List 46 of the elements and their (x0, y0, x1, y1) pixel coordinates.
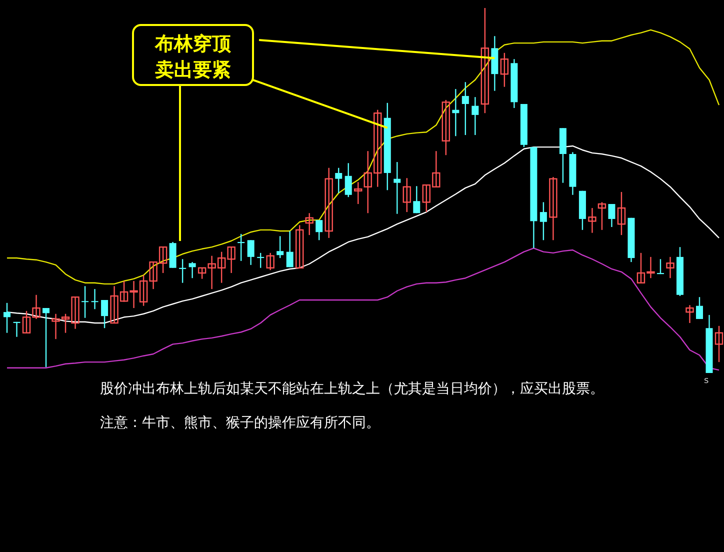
candlestick (324, 167, 333, 239)
candlestick (13, 321, 20, 338)
candlestick (42, 307, 50, 368)
candlestick (296, 224, 304, 268)
candlestick (413, 186, 420, 214)
candlestick (608, 203, 616, 228)
candlestick (500, 52, 509, 88)
candlestick (452, 88, 460, 137)
text: s (704, 376, 709, 386)
candlestick (714, 325, 724, 363)
candlestick (598, 202, 606, 231)
candlestick (656, 258, 664, 275)
candlestick (394, 161, 401, 214)
candlestick (402, 177, 411, 213)
candlestick (101, 299, 108, 329)
candlestick (82, 286, 89, 318)
candlestick (472, 96, 479, 136)
candlestick (617, 191, 626, 236)
candlestick (238, 233, 245, 262)
candlestick (354, 182, 362, 205)
candlestick (4, 302, 10, 334)
candlestick (480, 7, 490, 114)
candlestick (305, 212, 314, 236)
candlestick (549, 176, 558, 241)
candlestick (462, 81, 469, 136)
candlestick (286, 230, 294, 268)
candlestick (276, 236, 284, 259)
candlestick (696, 296, 703, 320)
candlestick (179, 258, 186, 284)
candlestick (316, 219, 323, 241)
candlestick (588, 207, 596, 234)
candlestick (442, 99, 450, 156)
candlestick (666, 256, 674, 279)
text: 注意：牛市、熊市、猴子的操作应有所不同。 (100, 415, 380, 431)
candlestick (344, 162, 352, 198)
candlestick (335, 167, 342, 194)
candlestick (91, 288, 98, 310)
candlestick (686, 304, 694, 324)
candlestick (247, 240, 254, 266)
annotation: 布林穿顶 (154, 33, 232, 55)
candlestick (257, 252, 264, 268)
candlestick (540, 202, 547, 241)
annotation: 卖出要紧 (155, 59, 231, 81)
text: 股价冲出布林上轨后如某天不能站在上轨之上（尤其是当日均价），应买出股票。 (100, 381, 604, 397)
candlestick (266, 252, 274, 271)
candlestick (188, 261, 196, 279)
